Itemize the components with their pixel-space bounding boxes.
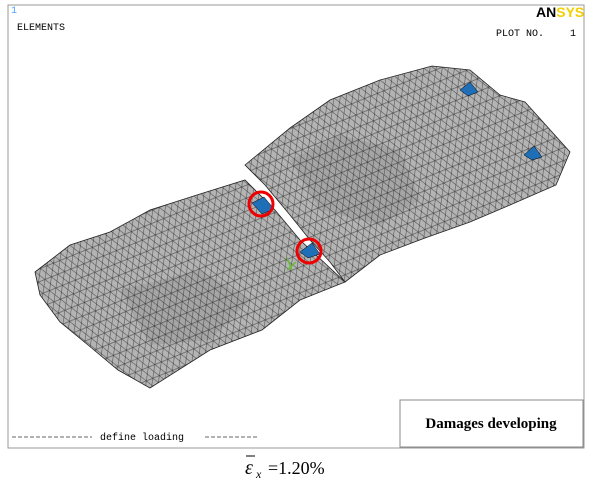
caption-symbol: ε (245, 457, 253, 479)
caption-value: =1.20% (268, 458, 325, 478)
page: 1 ELEMENTS ANSYS PLOT NO. 1 define loadi… (0, 0, 592, 490)
screenshot: 1 ELEMENTS ANSYS PLOT NO. 1 define loadi… (0, 0, 592, 490)
plot-no-label: PLOT NO. (496, 29, 544, 40)
logo-sys: SYS (556, 4, 584, 20)
caption-subscript: x (255, 467, 262, 481)
plot-type: ELEMENTS (17, 23, 65, 34)
annotation: Damages developing (425, 416, 557, 432)
logo-an: AN (536, 4, 556, 20)
plot-no: 1 (570, 29, 576, 40)
status-text: define loading (100, 432, 184, 444)
graphics-window (8, 5, 584, 448)
logo: ANSYS (536, 4, 584, 20)
window-number: 1 (11, 6, 17, 17)
